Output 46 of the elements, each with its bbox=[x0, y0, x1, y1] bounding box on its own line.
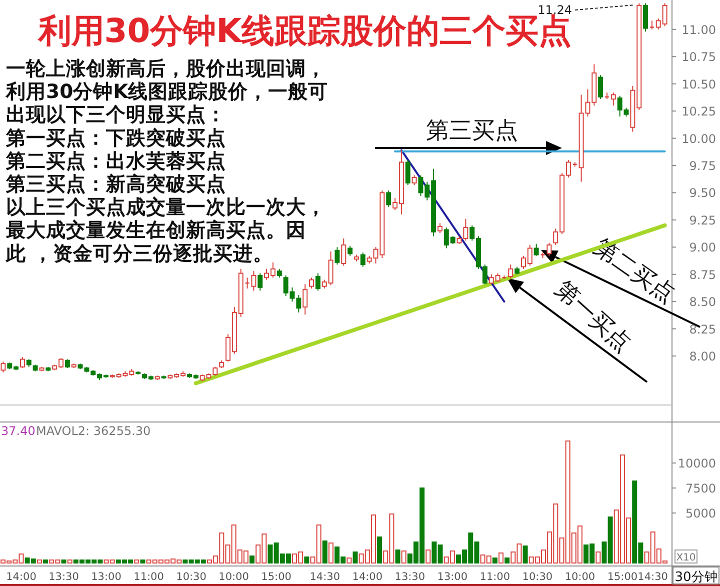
x-tick-label: 11:00 bbox=[134, 571, 164, 583]
x-tick-label: 13:00 bbox=[91, 571, 122, 583]
x-tick-label: 14:00 bbox=[6, 571, 36, 583]
annotation: 第三买点：新高突破买点 bbox=[5, 172, 226, 196]
y-tick-label: 11.00 bbox=[682, 22, 716, 37]
annotation: 一轮上涨创新高后，股价出现回调， bbox=[6, 57, 326, 80]
y-tick-label: 9.75 bbox=[689, 158, 716, 173]
y-tick-label: 5000 bbox=[685, 506, 716, 520]
x-tick-label: 11:00 bbox=[480, 571, 510, 583]
y-tick-label: 9.25 bbox=[689, 213, 716, 228]
annotation: 第三买点 bbox=[426, 118, 518, 144]
x-tick-label: 14:30 bbox=[638, 571, 668, 583]
annotation: 出现以下三个明显买点： bbox=[6, 103, 226, 126]
annotation: 以上三个买点成交量一次比一次大， bbox=[6, 196, 326, 219]
y-tick-label: 8.00 bbox=[689, 350, 716, 364]
y-tick-label: 8.50 bbox=[689, 295, 716, 310]
y-tick-label: 10.00 bbox=[682, 132, 716, 146]
annotation: 第一买点：下跌突破买点 bbox=[5, 126, 226, 150]
annotation: 37.40 bbox=[1, 424, 36, 438]
text: 30分钟 bbox=[674, 570, 718, 585]
x-tick-label: 10:30 bbox=[176, 571, 206, 583]
y-tick-label: 10.50 bbox=[682, 77, 716, 92]
x-tick-label: 14:00 bbox=[352, 571, 383, 583]
text: X10 bbox=[676, 552, 696, 564]
x-tick-label: 10:00 bbox=[218, 571, 249, 583]
x-tick-label: 13:00 bbox=[437, 571, 468, 583]
annotation: 最大成交量发生在创新高买点。因 bbox=[5, 218, 306, 242]
annotation: MAVOL2: 36255.30 bbox=[36, 424, 151, 438]
y-tick-label: 7500 bbox=[685, 482, 716, 496]
x-tick-label: 15:00 bbox=[607, 571, 638, 583]
y-tick-label: 10000 bbox=[678, 456, 716, 470]
y-tick-label: 10.25 bbox=[682, 104, 716, 119]
y-tick-label: 10.75 bbox=[682, 50, 716, 64]
annotation: 此 ，资金可分三份逐批买进。 bbox=[5, 242, 273, 265]
y-tick-label: 9.50 bbox=[689, 186, 716, 200]
annotation: 第二买点：出水芙蓉买点 bbox=[5, 149, 226, 172]
x-tick-label: 14:30 bbox=[310, 571, 340, 583]
y-tick-label: 9.00 bbox=[689, 240, 716, 255]
y-tick-label: 8.25 bbox=[689, 322, 716, 336]
x-tick-label: 13:30 bbox=[394, 571, 426, 583]
x-tick-label: 15:00 bbox=[261, 571, 292, 583]
x-tick-label: 10:00 bbox=[564, 571, 596, 583]
x-tick-label: 10:30 bbox=[522, 571, 553, 583]
y-tick-label: 8.75 bbox=[689, 268, 716, 282]
x-tick-label: 13:30 bbox=[48, 571, 79, 583]
annotation: 利用30分钟K线图跟踪股价，一般可 bbox=[5, 80, 328, 104]
